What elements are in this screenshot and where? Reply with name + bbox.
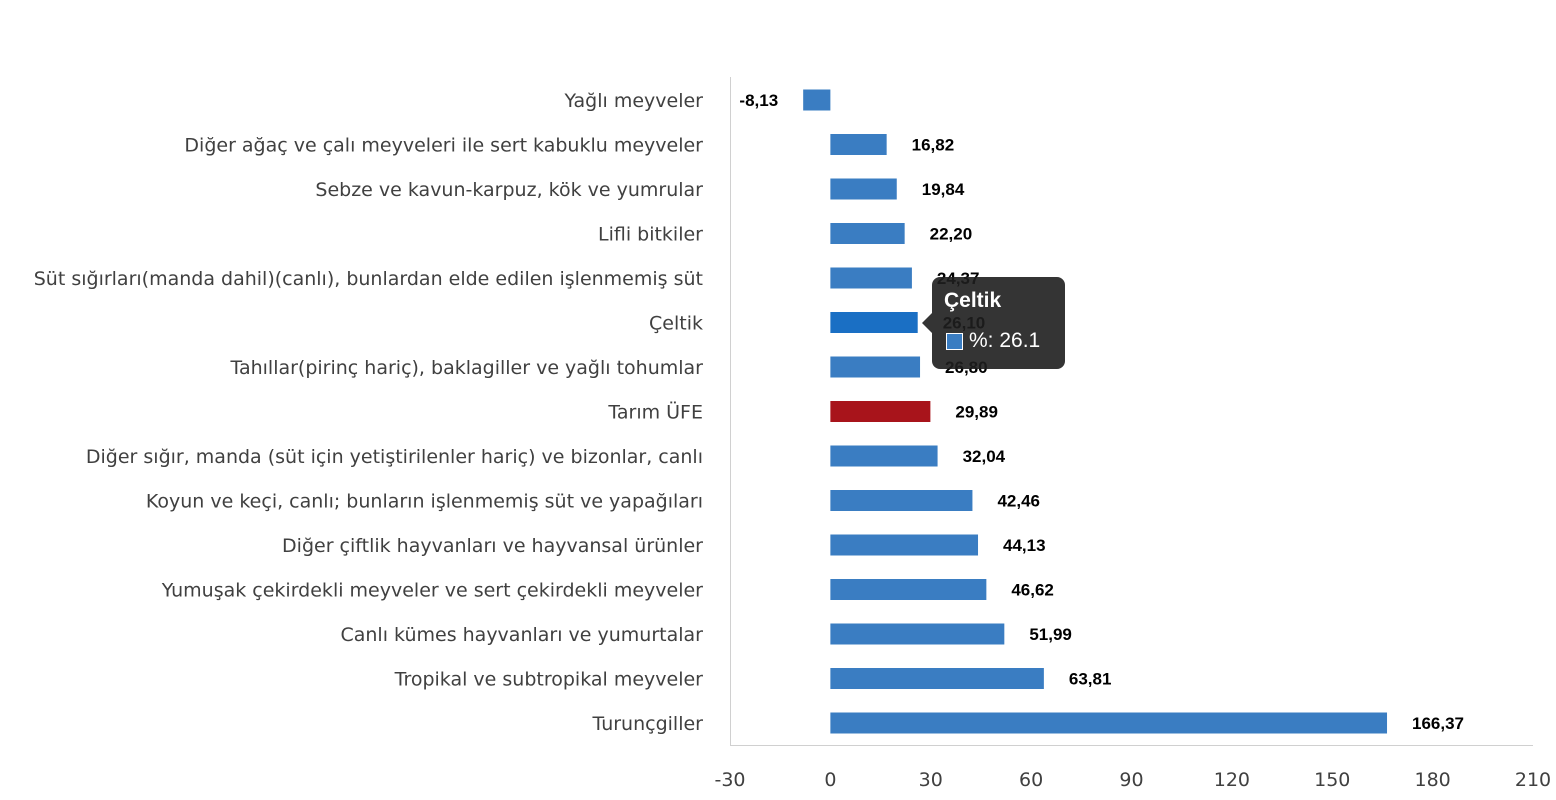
value-label-2: 19,84 (922, 180, 965, 199)
category-label-0: Yağlı meyveler (564, 90, 704, 112)
bar-13[interactable] (830, 668, 1044, 689)
tooltip-swatch-icon (946, 332, 963, 350)
x-tick-label-1: 0 (824, 769, 836, 791)
category-label-7: Tarım ÜFE (607, 401, 703, 424)
bar-14[interactable] (830, 712, 1388, 734)
bar-9[interactable] (830, 490, 973, 511)
bars-group (803, 89, 1388, 734)
x-tick-label-0: -30 (714, 769, 745, 791)
x-tick-label-5: 120 (1214, 769, 1250, 791)
category-label-9: Koyun ve keçi, canlı; bunların işlenmemi… (146, 491, 703, 513)
value-labels: -8,1316,8219,8422,2024,3726,1026,8029,89… (739, 91, 1464, 733)
bar-6[interactable] (830, 356, 921, 378)
value-label-7: 29,89 (955, 403, 998, 422)
bar-1[interactable] (830, 134, 887, 155)
category-label-1: Diğer ağaç ve çalı meyveleri ile sert ka… (184, 135, 703, 157)
value-label-13: 63,81 (1069, 670, 1112, 689)
value-label-10: 44,13 (1003, 536, 1046, 555)
category-label-2: Sebze ve kavun-karpuz, kök ve yumrular (315, 179, 703, 201)
tooltip-value: %: 26.1 (969, 329, 1041, 352)
tooltip-title: Çeltik (944, 289, 1002, 312)
value-label-9: 42,46 (997, 492, 1040, 511)
bar-11[interactable] (830, 579, 987, 600)
value-label-12: 51,99 (1029, 625, 1072, 644)
category-label-10: Diğer çiftlik hayvanları ve hayvansal ür… (282, 535, 703, 557)
category-label-13: Tropikal ve subtropikal meyveler (394, 669, 704, 691)
chart-tooltip: Çeltik %: 26.1 (922, 277, 1065, 369)
x-tick-label-3: 60 (1019, 769, 1043, 791)
x-tick-label-4: 90 (1119, 769, 1143, 791)
bar-8[interactable] (830, 445, 938, 467)
value-label-0: -8,13 (739, 91, 778, 110)
category-label-11: Yumuşak çekirdekli meyveler ve sert çeki… (161, 580, 703, 602)
value-label-8: 32,04 (963, 447, 1006, 466)
bar-12[interactable] (830, 623, 1005, 645)
value-label-3: 22,20 (930, 225, 973, 244)
value-label-11: 46,62 (1011, 581, 1054, 600)
category-label-5: Çeltik (649, 313, 703, 335)
value-label-14: 166,37 (1412, 714, 1464, 733)
category-label-8: Diğer sığır, manda (süt için yetiştirile… (86, 446, 703, 468)
x-tick-label-6: 150 (1314, 769, 1350, 791)
category-labels: Yağlı meyveler Diğer ağaç ve çalı meyvele… (34, 90, 703, 735)
category-label-4: Süt sığırları(manda dahil)(canlı), bunla… (34, 268, 703, 290)
bar-7[interactable] (830, 401, 931, 422)
x-tick-label-7: 180 (1414, 769, 1450, 791)
x-tick-label-8: 210 (1515, 769, 1551, 791)
x-tick-labels: -30 0 30 60 90 120 150 180 210 (714, 769, 1551, 791)
bar-10[interactable] (830, 534, 979, 556)
tooltip-row: %: 26.1 (946, 329, 1040, 353)
category-label-12: Canlı kümes hayvanları ve yumurtalar (340, 624, 703, 646)
bar-5[interactable] (830, 312, 918, 333)
x-tick-label-2: 30 (919, 769, 943, 791)
tooltip-arrow (922, 313, 932, 333)
category-label-6: Tahıllar(pirinç hariç), baklagiller ve y… (229, 357, 703, 379)
value-label-1: 16,82 (912, 136, 955, 155)
category-label-3: Lifli bitkiler (598, 224, 703, 246)
bar-4[interactable] (830, 267, 912, 289)
category-label-14: Turunçgiller (591, 713, 703, 735)
axes-group (730, 77, 1533, 746)
bar-0[interactable] (803, 89, 831, 111)
bar-2[interactable] (830, 178, 897, 200)
bar-3[interactable] (830, 223, 905, 244)
